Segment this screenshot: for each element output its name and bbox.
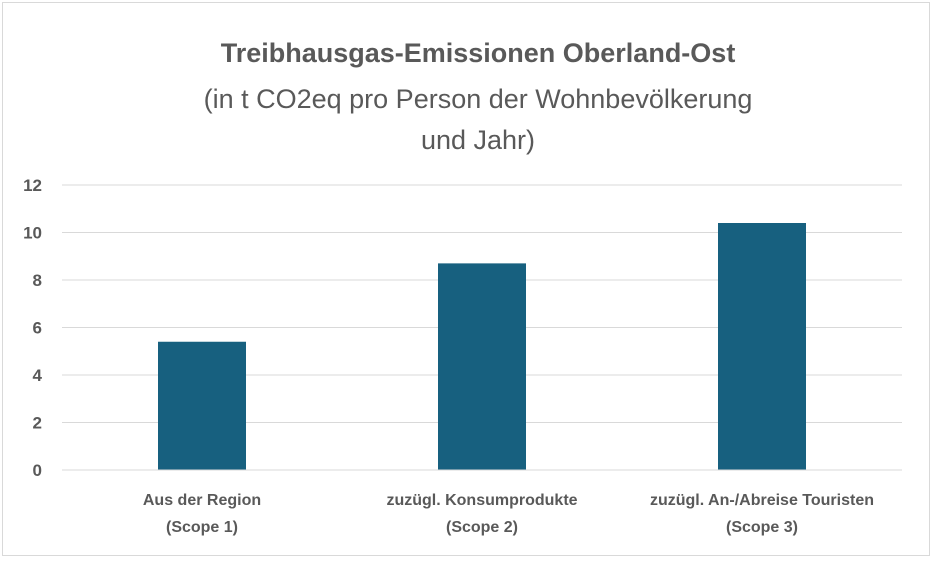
x-category-label: (Scope 1) bbox=[166, 519, 238, 536]
chart-subtitle-line-1: (in t CO2eq pro Person der Wohnbevölkeru… bbox=[204, 84, 753, 114]
chart-title-group: Treibhausgas-Emissionen Oberland-Ost (in… bbox=[204, 38, 753, 155]
y-axis-ticks: 0 2 4 6 8 10 12 bbox=[23, 176, 42, 480]
bar bbox=[438, 263, 526, 470]
y-tick-label: 4 bbox=[33, 366, 43, 385]
x-category-label: (Scope 2) bbox=[446, 519, 518, 536]
chart-title: Treibhausgas-Emissionen Oberland-Ost bbox=[221, 38, 736, 68]
y-tick-label: 6 bbox=[33, 319, 42, 338]
x-category-label: (Scope 3) bbox=[726, 519, 798, 536]
x-category-label: zuzügl. Konsumprodukte bbox=[386, 492, 577, 509]
x-axis-category-labels: Aus der Region (Scope 1) zuzügl. Konsumpro… bbox=[143, 492, 874, 536]
y-tick-label: 12 bbox=[23, 176, 42, 195]
x-category-label: zuzügl. An-/Abreise Touristen bbox=[650, 492, 874, 509]
y-tick-label: 2 bbox=[33, 414, 42, 433]
x-category-label: Aus der Region bbox=[143, 492, 261, 509]
y-tick-label: 8 bbox=[33, 271, 42, 290]
y-tick-label: 10 bbox=[23, 224, 42, 243]
y-tick-label: 0 bbox=[33, 461, 42, 480]
chart-subtitle-line-2: und Jahr) bbox=[421, 125, 535, 155]
bars bbox=[158, 223, 806, 470]
bar bbox=[718, 223, 806, 470]
bar bbox=[158, 341, 246, 470]
